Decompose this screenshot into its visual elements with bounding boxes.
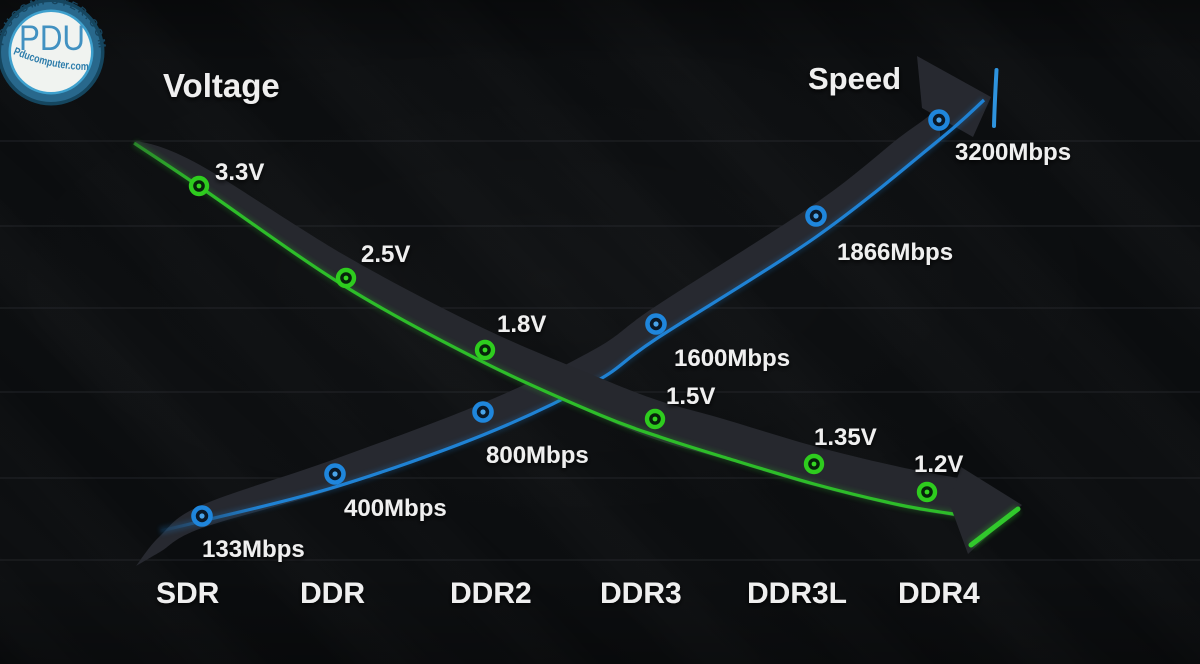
svg-text:1600Mbps: 1600Mbps bbox=[674, 345, 790, 372]
svg-text:DDR3: DDR3 bbox=[600, 577, 682, 610]
svg-text:3200Mbps: 3200Mbps bbox=[955, 139, 1071, 166]
svg-text:400Mbps: 400Mbps bbox=[344, 495, 447, 522]
svg-text:1.8V: 1.8V bbox=[497, 311, 546, 338]
svg-text:1.5V: 1.5V bbox=[666, 383, 715, 410]
svg-text:DDR3L: DDR3L bbox=[747, 577, 847, 610]
svg-text:PDU: PDU bbox=[19, 19, 85, 58]
svg-text:2.5V: 2.5V bbox=[361, 241, 410, 268]
svg-text:3.3V: 3.3V bbox=[215, 159, 264, 186]
svg-text:1866Mbps: 1866Mbps bbox=[837, 239, 953, 266]
svg-text:Speed: Speed bbox=[808, 61, 901, 96]
svg-text:800Mbps: 800Mbps bbox=[486, 442, 589, 469]
svg-text:1.35V: 1.35V bbox=[814, 424, 877, 451]
svg-text:Voltage: Voltage bbox=[163, 67, 280, 104]
svg-text:SDR: SDR bbox=[156, 577, 220, 610]
svg-text:133Mbps: 133Mbps bbox=[202, 536, 305, 563]
svg-text:DDR4: DDR4 bbox=[898, 577, 980, 610]
svg-text:1.2V: 1.2V bbox=[914, 451, 963, 478]
svg-text:DDR2: DDR2 bbox=[450, 577, 532, 610]
svg-text:DDR: DDR bbox=[300, 577, 365, 610]
